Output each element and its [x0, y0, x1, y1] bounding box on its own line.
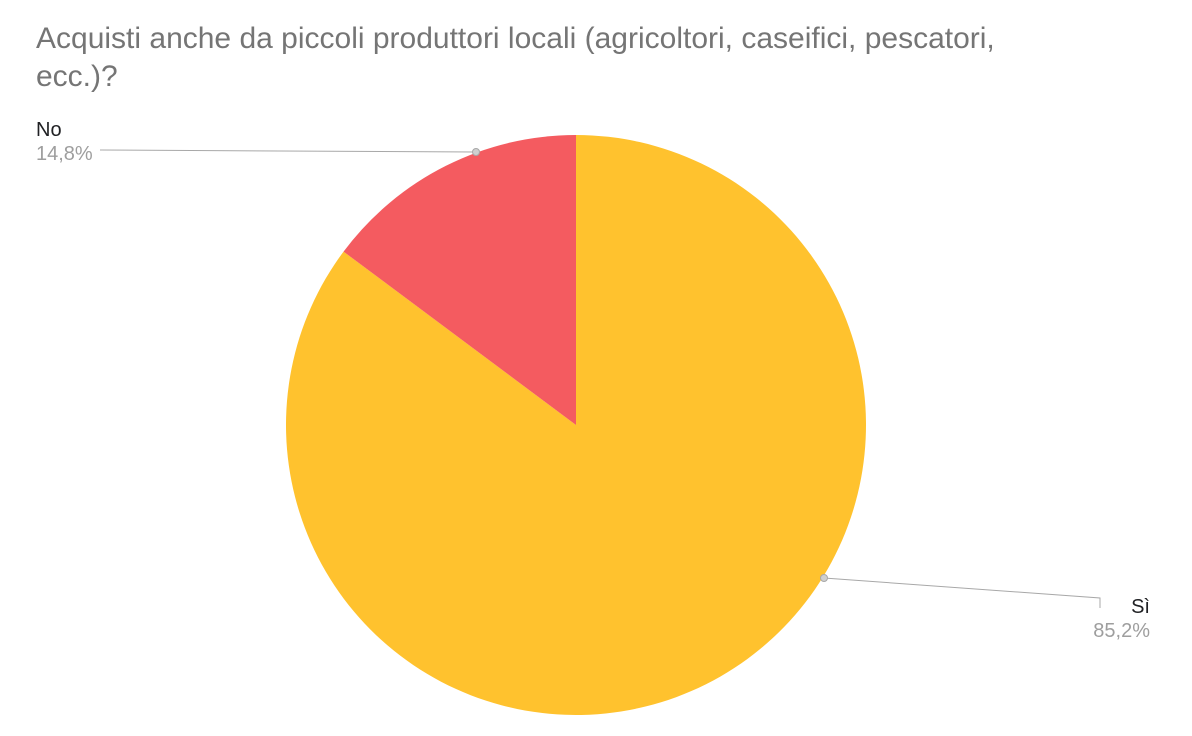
slice-name-si: Sì [1093, 595, 1150, 619]
slice-name-no: No [36, 118, 93, 142]
slice-pct-no: 14,8% [36, 142, 93, 166]
leader-line [824, 578, 1100, 608]
chart-container: Acquisti anche da piccoli produttori loc… [0, 0, 1192, 736]
slice-label-no: No 14,8% [36, 118, 93, 166]
leader-dot [821, 575, 828, 582]
leader-dot [473, 149, 480, 156]
pie-chart [0, 0, 1192, 736]
leader-line [100, 150, 476, 152]
slice-label-si: Sì 85,2% [1093, 595, 1150, 643]
slice-pct-si: 85,2% [1093, 619, 1150, 643]
